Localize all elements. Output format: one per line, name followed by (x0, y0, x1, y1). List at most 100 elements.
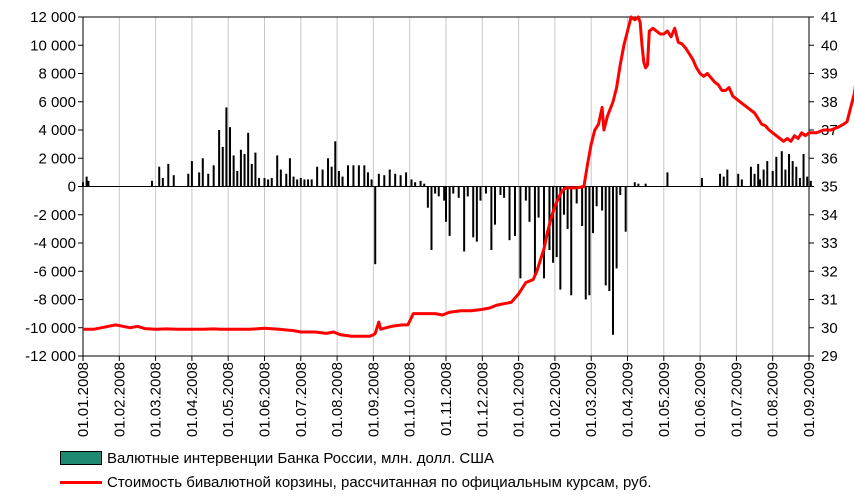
intervention-bar (581, 186, 584, 227)
right-tick-label: 29 (821, 348, 838, 365)
intervention-bar (383, 175, 386, 187)
intervention-bar (337, 170, 340, 187)
legend: Валютные интервенции Банка России, млн. … (60, 446, 652, 494)
x-tick-label: 01.06.2009 (692, 362, 709, 437)
intervention-bar (85, 176, 88, 187)
intervention-bar (762, 169, 765, 187)
intervention-bar (250, 163, 253, 187)
intervention-bar (757, 163, 760, 187)
intervention-bar (802, 154, 805, 187)
intervention-bar (82, 182, 84, 187)
intervention-bar (588, 186, 591, 296)
legend-label-interventions: Валютные интервенции Банка России, млн. … (107, 449, 494, 467)
x-tick-label: 01.06.2008 (257, 362, 274, 437)
intervention-bar (552, 186, 555, 263)
intervention-bar (87, 180, 90, 187)
intervention-bar (276, 155, 279, 187)
left-tick-label: 0 (68, 179, 76, 196)
intervention-bars (82, 107, 812, 335)
intervention-bar (201, 158, 204, 187)
intervention-bar (548, 186, 551, 251)
intervention-bar (633, 182, 636, 187)
intervention-bar (229, 127, 232, 187)
right-tick-label: 30 (821, 320, 838, 337)
intervention-bar (150, 180, 153, 187)
intervention-bar (167, 163, 170, 187)
intervention-bar (419, 180, 422, 187)
intervention-bar (321, 169, 324, 187)
left-tick-label: -6 000 (33, 263, 76, 280)
intervention-bar (503, 186, 506, 198)
x-tick-label: 01.12.2008 (474, 362, 491, 437)
intervention-bar (524, 186, 527, 201)
intervention-bar (334, 141, 337, 187)
intervention-bar (508, 186, 511, 241)
intervention-bar (307, 179, 310, 187)
legend-label-basket: Стоимость бивалютной корзины, рассчитанн… (107, 473, 652, 491)
intervention-bar (426, 186, 429, 208)
intervention-bar (806, 176, 809, 187)
intervention-bar (795, 166, 798, 187)
intervention-bar (490, 186, 493, 251)
x-tick-label: 01.08.2009 (765, 362, 782, 437)
intervention-bar (519, 186, 522, 279)
intervention-bar (753, 173, 756, 187)
intervention-bar (225, 107, 228, 187)
intervention-bar (218, 130, 221, 187)
intervention-bar (775, 156, 778, 187)
intervention-bar (611, 186, 614, 335)
intervention-bar (443, 186, 446, 201)
intervention-bar (566, 186, 569, 229)
intervention-bar (771, 170, 774, 187)
intervention-bar (475, 186, 478, 242)
intervention-bar (780, 151, 783, 187)
x-tick-label: 01.07.2009 (728, 362, 745, 437)
intervention-bar (247, 132, 250, 187)
intervention-bar (555, 186, 558, 258)
intervention-bar (791, 161, 794, 187)
intervention-bar (809, 180, 812, 187)
intervention-bar (624, 186, 627, 232)
intervention-bar (700, 178, 703, 187)
intervention-bar (292, 176, 295, 187)
intervention-bar (303, 179, 306, 187)
intervention-bar (758, 179, 761, 187)
x-tick-label: 01.02.2009 (547, 362, 564, 437)
intervention-bar (346, 165, 349, 187)
intervention-bar (330, 166, 333, 187)
intervention-bar (722, 176, 725, 187)
intervention-bar (604, 186, 607, 286)
left-tick-label: 2 000 (38, 150, 76, 167)
x-tick-label: 01.10.2008 (402, 362, 419, 437)
intervention-bar (258, 178, 261, 187)
intervention-bar (434, 186, 437, 194)
right-tick-label: 33 (821, 235, 838, 252)
intervention-bar (296, 179, 299, 187)
intervention-bar (528, 186, 531, 222)
intervention-bar (719, 173, 722, 187)
left-tick-label: -10 000 (25, 320, 76, 337)
left-axis: 12 000 10 000 8 000 6 000 4 000 2 000 0 -2 000 -… (25, 9, 83, 365)
intervention-bar (619, 186, 622, 195)
intervention-bar (161, 178, 164, 187)
intervention-bar (437, 186, 440, 197)
intervention-bar (445, 186, 447, 222)
intervention-bar (562, 186, 565, 215)
intervention-bar (374, 186, 377, 265)
x-tick-label: 01.02.2008 (111, 362, 128, 437)
intervention-bar (559, 186, 562, 290)
intervention-bar (279, 169, 282, 187)
x-tick-label: 01.03.2008 (148, 362, 165, 437)
intervention-bar (357, 165, 360, 187)
left-tick-label: -12 000 (25, 348, 76, 365)
intervention-bar (466, 186, 469, 197)
left-tick-label: -4 000 (33, 235, 76, 252)
intervention-bar (341, 176, 344, 187)
intervention-bar (190, 161, 193, 187)
intervention-bar (270, 178, 273, 187)
right-tick-label: 38 (821, 94, 838, 111)
intervention-bar (316, 166, 319, 187)
intervention-bar (254, 152, 257, 187)
right-tick-label: 36 (821, 150, 838, 167)
right-tick-label: 32 (821, 263, 838, 280)
